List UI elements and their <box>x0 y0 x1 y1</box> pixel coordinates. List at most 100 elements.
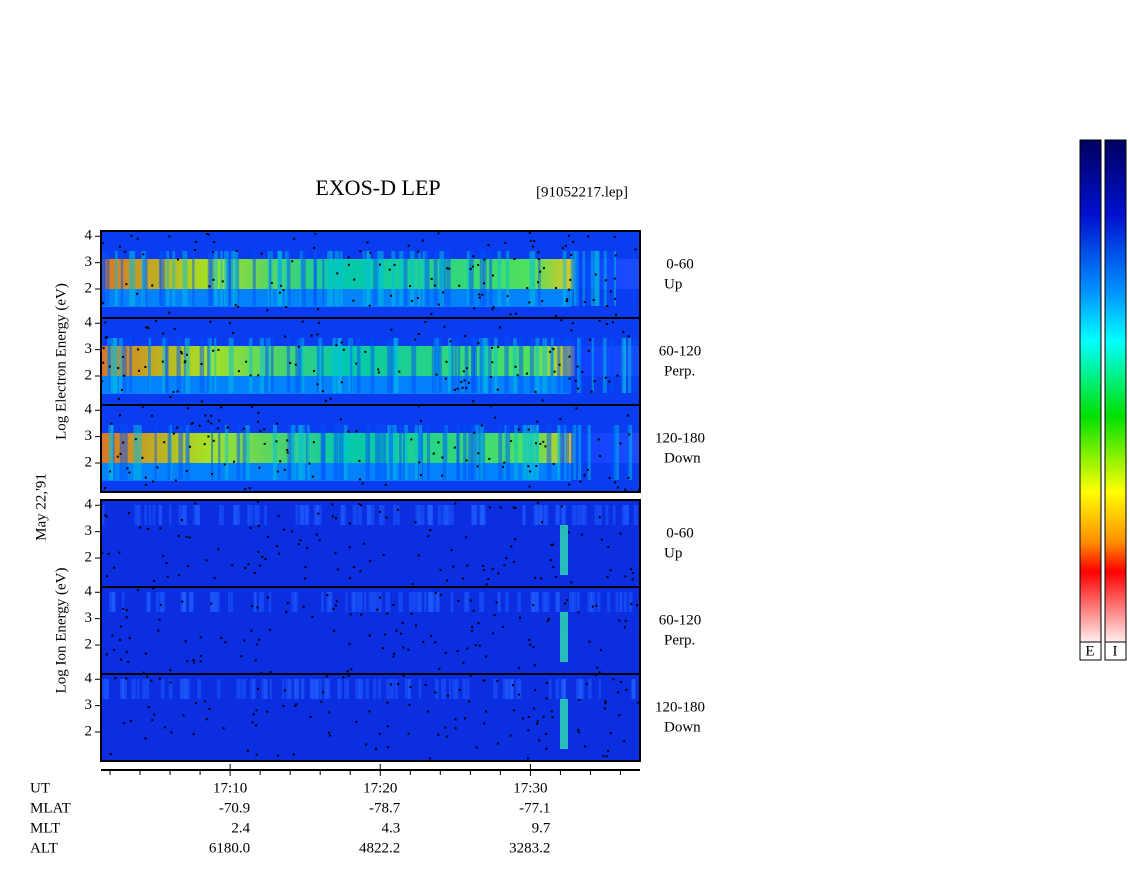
spectrogram-stripe <box>612 505 616 525</box>
noise <box>595 674 598 677</box>
noise <box>365 743 368 746</box>
noise <box>147 528 150 531</box>
spectrogram-stripe <box>123 425 128 480</box>
spectrogram-stripe <box>387 338 392 393</box>
noise <box>304 577 307 580</box>
spectrogram-stripe <box>233 251 238 306</box>
noise <box>114 677 117 680</box>
noise <box>462 577 465 580</box>
spectrogram-stripe <box>446 251 451 306</box>
noise <box>224 641 227 644</box>
noise <box>177 258 180 261</box>
noise <box>386 701 389 704</box>
noise <box>541 521 544 524</box>
panel-label: Up <box>664 545 682 561</box>
noise <box>448 267 451 270</box>
noise <box>325 399 328 402</box>
spectrogram-stripe <box>571 425 574 480</box>
noise <box>496 388 499 391</box>
noise <box>478 644 481 647</box>
noise <box>186 353 189 356</box>
spectrogram-stripe <box>264 505 268 525</box>
spectrogram-stripe <box>414 425 418 480</box>
spectrogram-stripe <box>378 679 381 699</box>
spectrogram-stripe <box>216 592 220 612</box>
spectrogram-stripe <box>513 338 518 393</box>
spectrogram-stripe <box>357 338 361 393</box>
noise <box>482 565 485 568</box>
noise <box>122 374 125 377</box>
noise <box>255 709 258 712</box>
spectrogram-stripe <box>301 251 306 306</box>
noise <box>312 441 315 444</box>
spectrogram-stripe <box>448 679 452 699</box>
noise <box>516 374 519 377</box>
noise <box>187 407 190 410</box>
spectrogram-stripe <box>250 679 255 699</box>
noise <box>136 589 139 592</box>
spectrogram-stripe <box>185 679 188 699</box>
noise <box>528 638 531 641</box>
noise <box>107 552 110 555</box>
noise <box>220 406 223 409</box>
noise <box>444 651 447 654</box>
noise <box>297 345 300 348</box>
noise <box>536 722 539 725</box>
noise <box>483 282 486 285</box>
noise <box>627 335 630 338</box>
noise <box>321 390 324 393</box>
spectrogram-stripe <box>377 251 381 306</box>
spectrogram-stripe <box>409 251 415 306</box>
noise <box>378 263 381 266</box>
noise <box>623 740 626 743</box>
noise <box>255 724 258 727</box>
noise <box>208 285 211 288</box>
noise <box>152 587 155 590</box>
noise <box>263 442 266 445</box>
noise <box>348 522 351 525</box>
noise <box>293 237 296 240</box>
spectrogram-stripe <box>632 251 635 306</box>
spectrogram-stripe <box>358 592 363 612</box>
noise <box>463 379 466 382</box>
x-tick-label: 17:20 <box>363 780 397 796</box>
noise <box>534 689 537 692</box>
noise <box>545 697 548 700</box>
spectrogram-stripe <box>549 679 552 699</box>
noise <box>234 303 237 306</box>
spectrogram-stripe <box>197 679 202 699</box>
spectrogram-stripe <box>179 679 183 699</box>
spectrogram-stripe <box>543 505 547 525</box>
noise <box>122 607 125 610</box>
noise <box>120 389 123 392</box>
spectrogram-stripe <box>320 592 324 612</box>
noise <box>560 505 563 508</box>
noise <box>560 319 563 322</box>
noise <box>605 755 608 758</box>
spectrogram-stripe <box>141 251 146 306</box>
noise <box>278 552 281 555</box>
y-tick-label: 3 <box>85 428 93 444</box>
spectrogram-stripe <box>535 505 538 525</box>
noise <box>151 284 154 287</box>
noise <box>104 336 107 339</box>
noise <box>297 543 300 546</box>
noise <box>532 245 535 248</box>
noise <box>218 419 221 422</box>
noise <box>200 400 203 403</box>
noise <box>294 704 297 707</box>
orbit-row-name: ALT <box>30 840 58 856</box>
noise <box>358 478 361 481</box>
noise <box>626 414 629 417</box>
noise <box>572 240 575 243</box>
spectrogram-stripe <box>529 251 534 306</box>
noise <box>237 370 240 373</box>
noise <box>526 372 529 375</box>
spectrogram-stripe <box>214 338 217 393</box>
spectrogram-stripe <box>628 425 633 480</box>
spectrogram-stripe <box>178 425 184 480</box>
noise <box>534 390 537 393</box>
spectrogram-stripe <box>441 251 447 306</box>
noise <box>134 438 137 441</box>
spectrogram-stripe <box>231 251 235 306</box>
